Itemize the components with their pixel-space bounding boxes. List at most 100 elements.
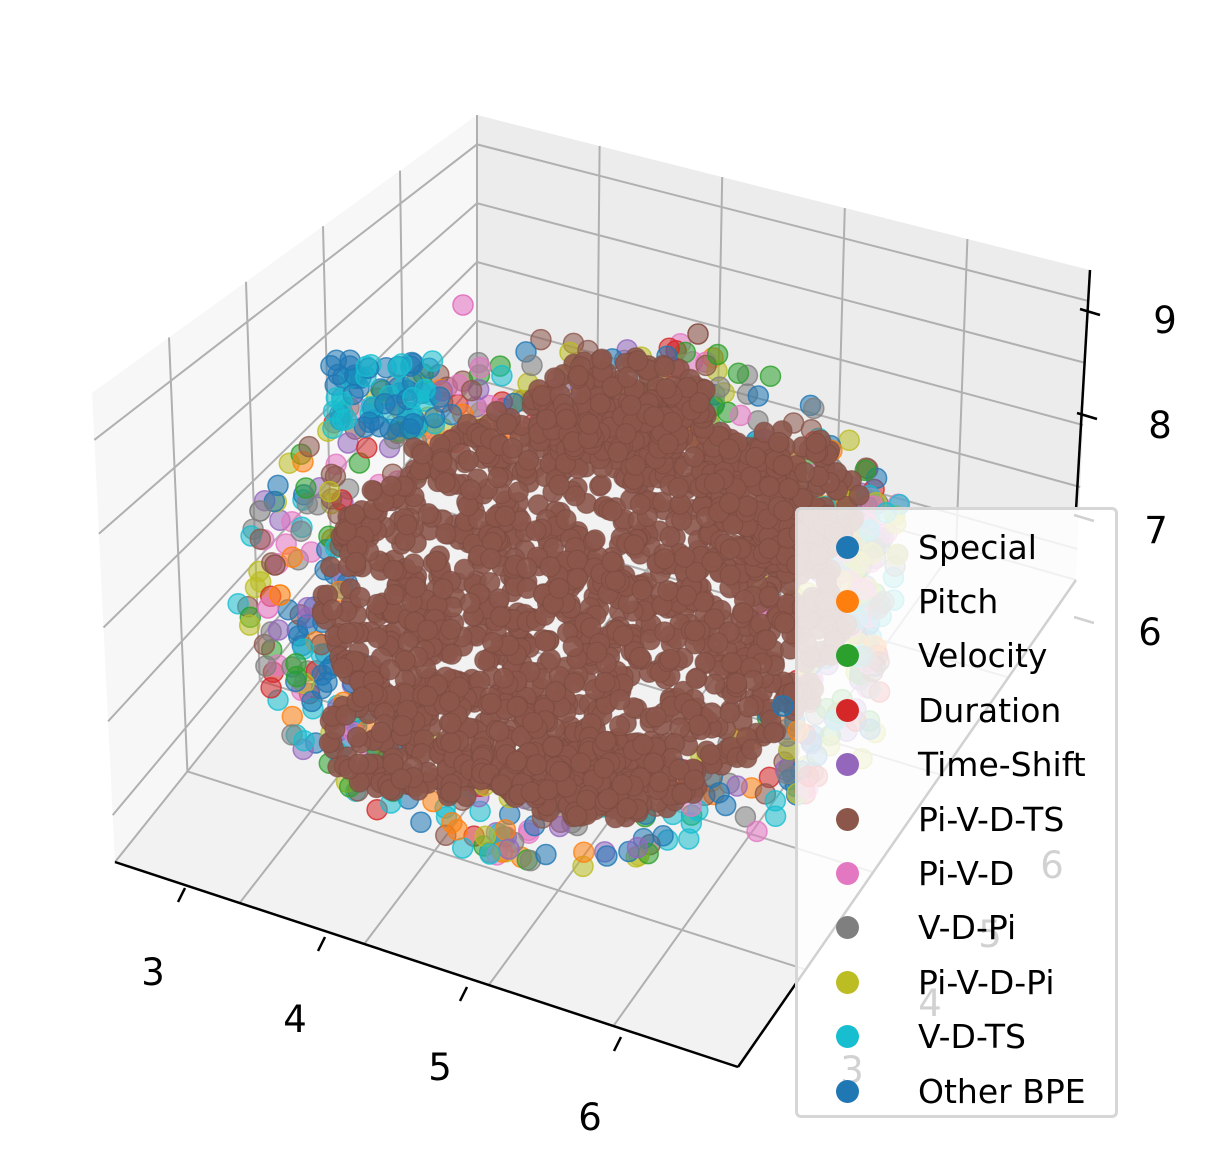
data-point [541,735,564,758]
legend-marker-pi-v-d-ts [836,808,859,831]
data-point [721,651,743,674]
data-point [597,788,619,810]
data-point [719,564,741,586]
data-point [379,659,401,681]
data-point [298,435,320,458]
data-point [238,614,261,636]
data-point [332,657,354,679]
data-point [753,421,775,443]
data-point [675,584,698,607]
data-point [573,841,595,863]
legend-marker-duration [836,699,859,722]
data-point [629,646,651,668]
data-point [501,437,524,459]
legend-item-duration: Duration [798,691,1115,731]
data-point [487,466,509,489]
data-point [431,450,453,473]
data-point [722,514,744,536]
data-point [494,819,517,841]
data-point [707,632,729,654]
data-point [803,397,825,420]
data-point [584,529,606,551]
z-axis-tick [1079,307,1101,317]
data-point [549,760,571,783]
data-point [491,365,513,387]
legend-marker-special [836,536,859,559]
legend-marker-pitch [836,590,859,613]
z-tick-label: 9 [1153,299,1177,342]
data-point [718,492,741,514]
data-point [383,559,405,581]
data-point [594,671,616,694]
data-point [361,479,383,501]
data-point [539,648,562,670]
data-point [595,730,617,752]
data-point [457,449,480,472]
legend-marker-velocity [836,644,859,667]
data-point [488,720,510,742]
legend-item-pi-v-d-ts: Pi-V-D-TS [798,800,1115,840]
x-tick-label: 4 [283,998,307,1041]
data-point [440,731,462,754]
legend-label-pi-v-d: Pi-V-D [918,854,1015,893]
data-point [506,750,528,772]
data-point [671,783,693,805]
left-wall-gridline [168,337,189,772]
data-point [566,549,588,571]
legend-item-pi-v-d: Pi-V-D [798,854,1115,894]
data-point [439,690,461,713]
data-point [688,714,710,736]
data-point [537,779,559,801]
data-point [370,721,392,743]
data-point [548,474,570,496]
data-point [451,837,474,859]
data-point [474,825,496,848]
data-point [290,520,312,542]
data-point [648,771,671,793]
data-point [479,843,501,865]
data-point [838,429,860,452]
data-point [629,493,651,515]
data-point [645,706,667,728]
legend-label-v-d-ts: V-D-TS [918,1017,1026,1056]
data-point [726,775,748,797]
data-point [772,695,794,717]
data-point [653,621,676,643]
data-point [764,790,787,812]
data-point [596,845,618,867]
data-point [374,392,396,415]
data-point [249,500,271,522]
legend-marker-v-d-pi [836,916,859,939]
data-point [347,753,370,775]
data-point [668,758,690,780]
data-point [624,454,647,476]
data-point [719,538,742,560]
x-axis-tick [612,1036,623,1052]
data-point [343,503,366,526]
data-point [611,774,633,796]
data-point [657,579,679,602]
data-point [627,350,649,372]
data-point [337,432,359,454]
data-point [661,411,683,433]
data-point [281,705,304,728]
data-point [729,404,752,427]
data-point [734,806,757,828]
data-point [706,343,729,366]
data-point [684,620,706,642]
legend-item-pi-v-d-pi: Pi-V-D-Pi [798,963,1115,1003]
data-point [421,350,444,372]
data-point [301,690,323,713]
data-point [604,569,627,592]
data-point [773,500,795,522]
data-point [794,461,816,483]
data-point [452,294,474,316]
legend-label-velocity: Velocity [918,636,1048,675]
data-point [737,696,760,718]
data-point [440,781,462,803]
data-point [396,514,418,536]
data-point [601,376,623,398]
legend-label-duration: Duration [918,691,1062,730]
data-point [643,406,665,428]
